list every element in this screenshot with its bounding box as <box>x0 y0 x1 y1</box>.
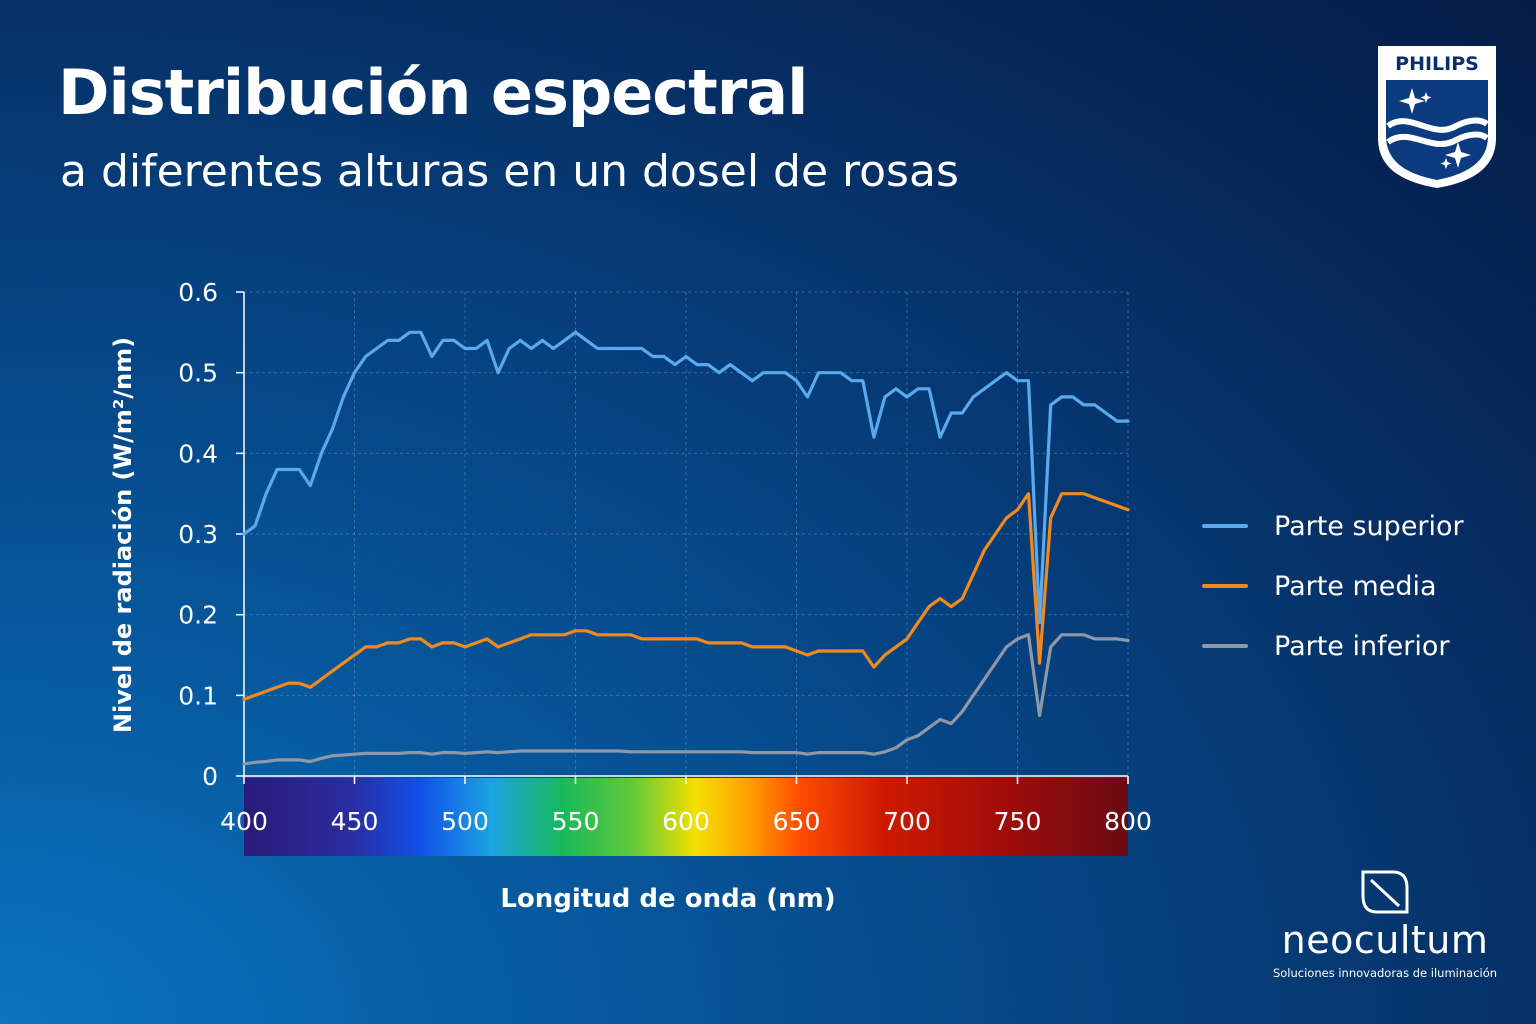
x-tick-label: 450 <box>331 807 379 836</box>
legend-swatch-bottom <box>1202 644 1248 648</box>
series-line-top <box>242 330 1130 625</box>
philips-logo: PHILIPS <box>1378 46 1496 188</box>
chart-series <box>242 330 1130 766</box>
spectral-line-chart: 400 450 500 550 600 650 700 750 800 0 0.1 0.2 0.3 0.4… <box>109 278 1152 914</box>
legend-label-middle: Parte media <box>1274 570 1437 602</box>
x-tick-label: 400 <box>220 807 268 836</box>
y-tick-label: 0.3 <box>178 520 218 549</box>
y-tick-label: 0.1 <box>178 681 218 710</box>
chart-tick-labels: 400 450 500 550 600 650 700 750 800 0 0.1 0.2 0.3 0.4… <box>178 278 1152 836</box>
neocultum-name: neocultum <box>1281 918 1489 962</box>
chart-title: Distribución espectral <box>58 56 808 129</box>
philips-logo-text: PHILIPS <box>1395 53 1479 75</box>
x-tick-label: 700 <box>883 807 931 836</box>
neocultum-logo: neocultum Soluciones innovadoras de ilum… <box>1270 868 1500 980</box>
legend-item-bottom: Parte inferior <box>1202 616 1464 676</box>
x-tick-label: 650 <box>773 807 821 836</box>
x-tick-label: 500 <box>441 807 489 836</box>
legend-label-bottom: Parte inferior <box>1274 630 1450 662</box>
y-tick-label: 0.4 <box>178 439 218 468</box>
y-tick-label: 0.2 <box>178 601 218 630</box>
series-line-middle <box>242 492 1130 701</box>
y-tick-label: 0.5 <box>178 359 218 388</box>
x-tick-label: 750 <box>994 807 1042 836</box>
leaf-icon <box>1361 870 1409 914</box>
legend-swatch-top <box>1202 524 1248 528</box>
chart-subtitle: a diferentes alturas en un dosel de rosa… <box>60 146 959 197</box>
chart-legend: Parte superior Parte media Parte inferio… <box>1202 496 1464 676</box>
legend-item-middle: Parte media <box>1202 556 1464 616</box>
legend-label-top: Parte superior <box>1274 510 1464 542</box>
x-axis-label: Longitud de onda (nm) <box>500 884 835 914</box>
legend-swatch-middle <box>1202 584 1248 588</box>
spectrum-color-bar <box>244 778 1128 856</box>
x-tick-label: 800 <box>1104 807 1152 836</box>
y-tick-label: 0 <box>202 762 218 791</box>
neocultum-tagline: Soluciones innovadoras de iluminación <box>1272 966 1498 980</box>
y-tick-label: 0.6 <box>178 278 218 307</box>
x-tick-label: 600 <box>662 807 710 836</box>
y-axis-label: Nivel de radiación (W/m²/nm) <box>109 337 137 733</box>
x-tick-label: 550 <box>552 807 600 836</box>
legend-item-top: Parte superior <box>1202 496 1464 556</box>
series-line-bottom <box>242 633 1130 766</box>
